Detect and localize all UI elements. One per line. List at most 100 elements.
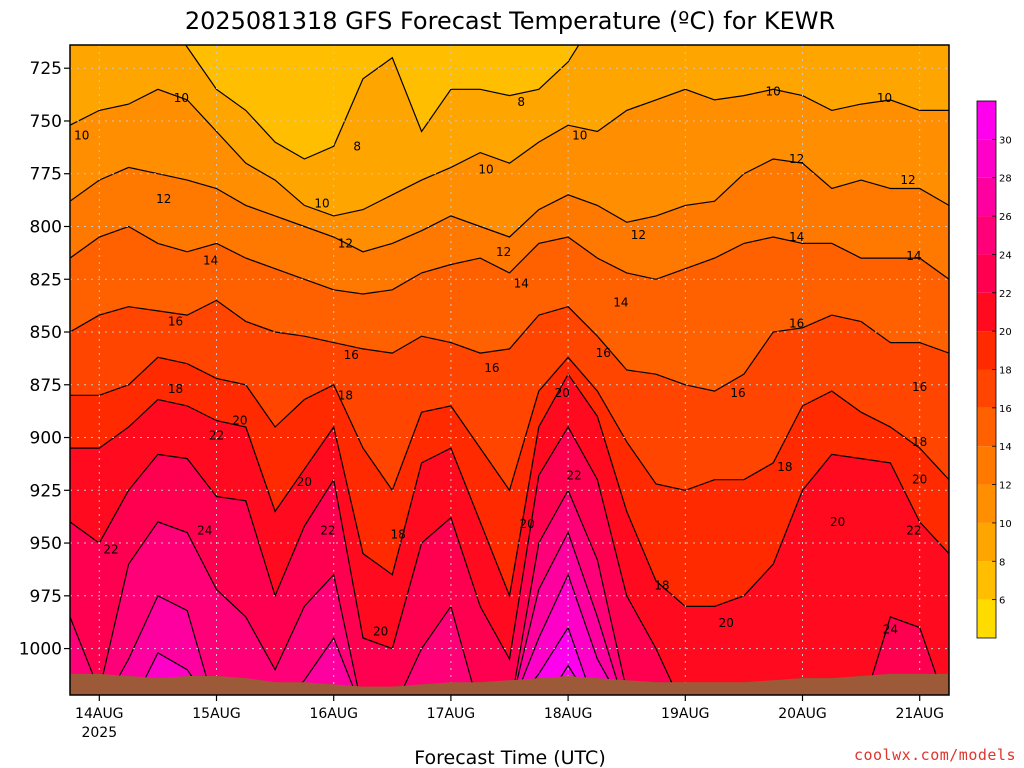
contour-label: 16	[730, 386, 745, 400]
colorbar-swatch	[977, 484, 996, 523]
contour-label: 16	[789, 317, 804, 331]
contour-label: 8	[517, 95, 525, 109]
colorbar-swatch	[977, 407, 996, 447]
contour-label: 10	[877, 91, 892, 105]
contour-label: 16	[344, 348, 359, 362]
isotherm-12	[70, 158, 949, 253]
x-tick-sublabel: 2025	[81, 725, 117, 741]
x-tick-label: 18AUG	[544, 706, 593, 722]
contour-label: 10	[74, 129, 89, 143]
contour-label: 22	[320, 523, 335, 537]
isotherm-22	[70, 425, 944, 695]
contour-label: 14	[613, 295, 628, 309]
plot-area: 8 8 10 10 10 10 10 10 10 12 12 12 12 12 12 14 14 14 14 14 16…	[70, 45, 949, 695]
contour-label: 24	[883, 623, 898, 637]
contour-label: 10	[314, 196, 329, 210]
contour-label: 18	[338, 388, 353, 402]
colorbar-swatch	[977, 369, 996, 408]
contour-label: 12	[156, 192, 171, 206]
y-tick-label: 850	[30, 323, 62, 343]
x-tick-label: 14AUG	[75, 706, 124, 722]
contour-label: 14	[906, 249, 921, 263]
y-tick-label: 775	[30, 165, 62, 185]
contour-label: 8	[353, 139, 361, 153]
colorbar-label: 28	[999, 174, 1012, 185]
y-tick-label: 800	[30, 217, 62, 237]
isotherm-line-layer	[70, 45, 949, 695]
ground-surface	[70, 673, 949, 695]
colorbar-label: 26	[999, 212, 1012, 223]
y-tick-label: 950	[30, 534, 62, 554]
x-tick-label: 17AUG	[427, 706, 476, 722]
contour-label: 20	[297, 475, 312, 489]
y-axis: 725 750 775 800 825 850 875 900 925 950 975 1000	[19, 59, 70, 660]
contour-label: 16	[912, 380, 927, 394]
colorbar-swatch	[977, 139, 996, 178]
plot-frame	[69, 44, 950, 696]
x-tick-label: 20AUG	[778, 706, 827, 722]
temp-band-top	[185, 45, 579, 159]
contour-label: 24	[197, 523, 212, 537]
x-tick-label: 19AUG	[661, 706, 710, 722]
contour-label: 16	[596, 346, 611, 360]
colorbar-label: 14	[999, 442, 1012, 453]
y-tick-label: 900	[30, 429, 62, 449]
contour-label: 12	[496, 245, 511, 259]
surface-layer	[70, 673, 949, 695]
colorbar-label: 12	[999, 481, 1012, 492]
contour-label: 12	[900, 173, 915, 187]
credit-text: coolwx.com/models	[854, 746, 1016, 764]
y-tick-label: 925	[30, 481, 62, 501]
contour-label: 20	[912, 473, 927, 487]
isotherm-18	[70, 356, 949, 492]
colorbar: 6 8 10 12 14 16 18 20 22 24 26 28 30	[976, 100, 1012, 639]
x-tick-label: 21AUG	[895, 706, 944, 722]
contour-label: 10	[766, 84, 781, 98]
colorbar-label: 18	[999, 366, 1012, 377]
isotherm-14	[70, 225, 949, 295]
contour-label: 12	[338, 236, 353, 250]
contour-label: 18	[168, 382, 183, 396]
temperature-fill-layer	[70, 45, 949, 695]
colorbar-label: 8	[999, 557, 1005, 568]
contour-label: 22	[209, 428, 224, 442]
colorbar-swatch	[977, 216, 996, 255]
contour-label: 20	[719, 616, 734, 630]
contour-label: 18	[777, 460, 792, 474]
x-tick-label: 16AUG	[309, 706, 358, 722]
contour-label: 18	[391, 528, 406, 542]
contour-label: 20	[830, 515, 845, 529]
colorbar-label: 16	[999, 404, 1012, 415]
contour-label: 10	[174, 91, 189, 105]
colorbar-swatch	[977, 254, 996, 293]
contour-label: 10	[478, 163, 493, 177]
colorbar-label: 22	[999, 289, 1012, 300]
colorbar-swatch	[977, 446, 996, 485]
isotherm-24	[70, 488, 927, 695]
contour-label-layer: 8 8 10 10 10 10 10 10 10 12 12 12 12 12 12 14 14 14 14 14 16…	[74, 84, 927, 638]
isotherm-20	[70, 373, 949, 608]
contour-label: 14	[789, 230, 804, 244]
chart-title: 2025081318 GFS Forecast Temperature (ºC)…	[185, 7, 835, 35]
contour-label: 22	[906, 523, 921, 537]
contour-label: 20	[373, 625, 388, 639]
contour-label: 14	[203, 253, 218, 267]
colorbar-swatch	[977, 561, 996, 600]
colorbar-label: 6	[999, 596, 1005, 607]
colorbar-swatch	[977, 522, 996, 562]
x-axis-label: Forecast Time (UTC)	[414, 747, 605, 768]
contour-label: 10	[572, 129, 587, 143]
isotherm-8	[185, 45, 580, 160]
colorbar-label: 30	[999, 135, 1012, 146]
colorbar-swatch	[977, 292, 996, 332]
y-tick-label: 750	[30, 112, 62, 132]
contour-label: 22	[103, 542, 118, 556]
y-tick-label: 1000	[19, 640, 62, 660]
contour-label: 12	[631, 228, 646, 242]
y-tick-label: 875	[30, 376, 62, 396]
colorbar-label: 10	[999, 519, 1012, 530]
contour-label: 14	[514, 276, 529, 290]
contour-label: 16	[168, 314, 183, 328]
colorbar-label: 24	[999, 250, 1012, 261]
